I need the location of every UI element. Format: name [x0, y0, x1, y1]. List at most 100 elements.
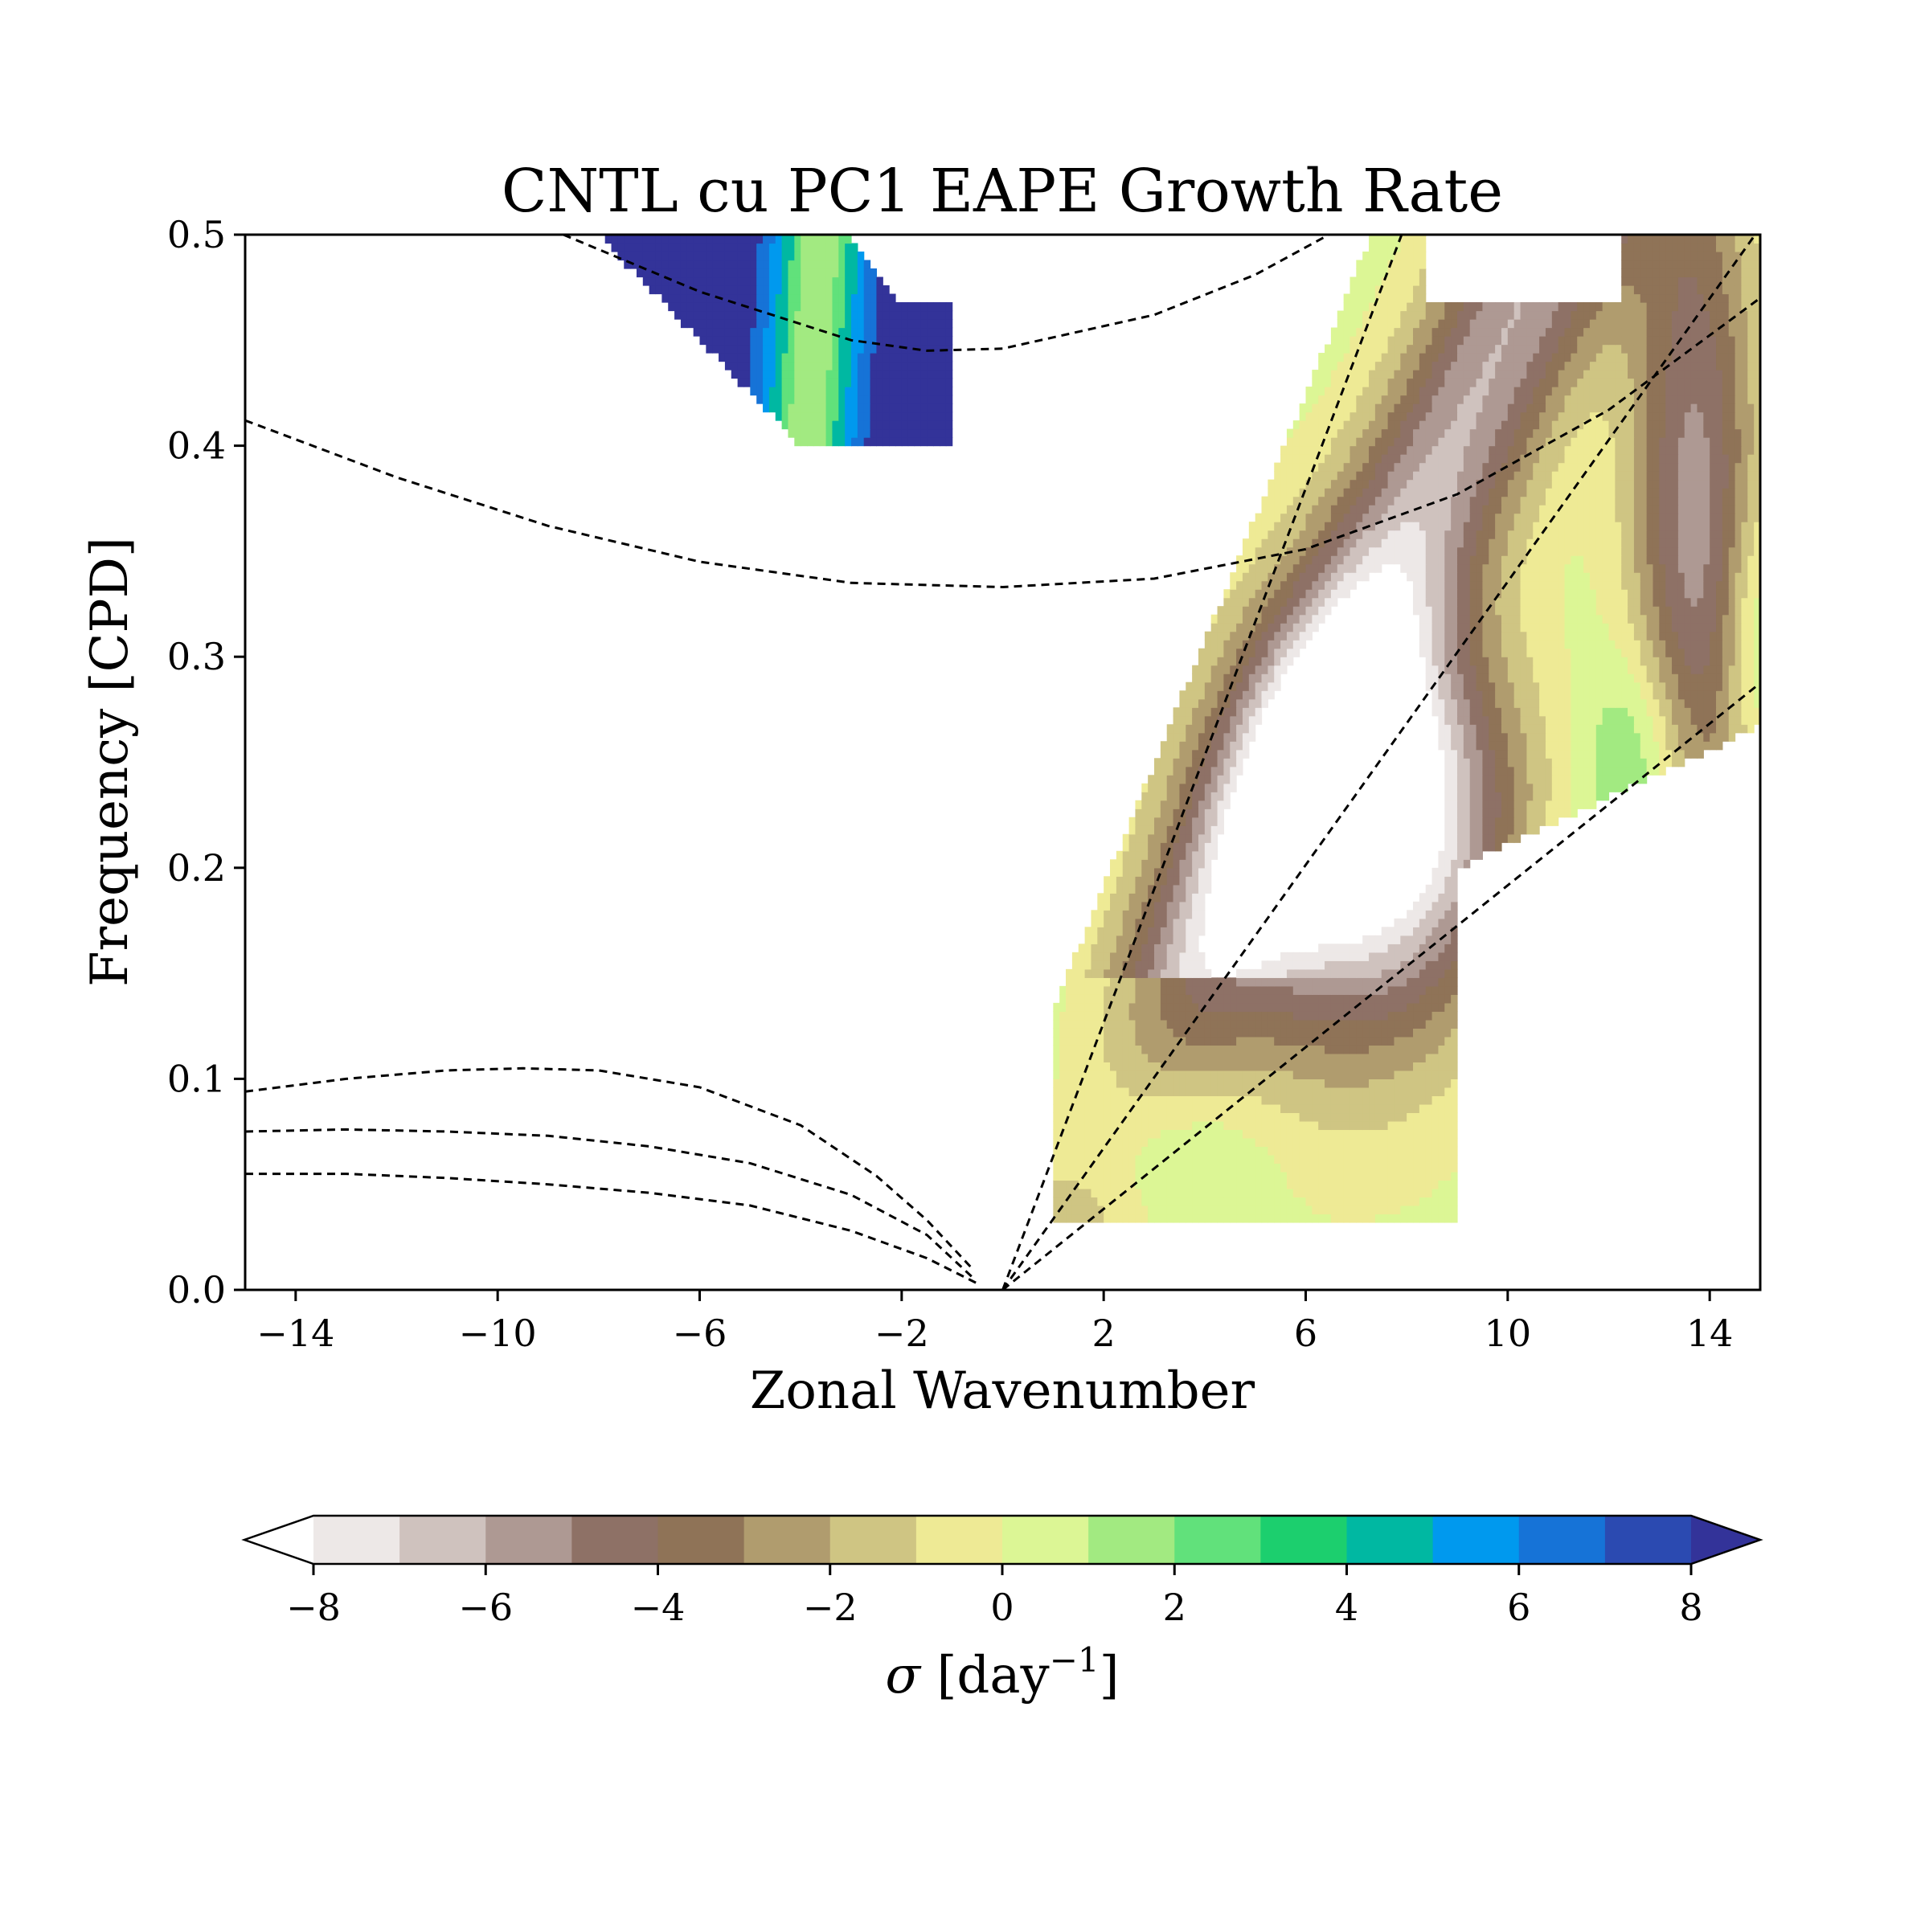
contour-cell [1280, 580, 1288, 590]
contour-cell [1571, 724, 1578, 734]
contour-cell [1236, 606, 1243, 616]
contour-cell [1501, 606, 1509, 616]
contour-cell [1268, 690, 1275, 700]
contour-cell [1154, 943, 1161, 953]
contour-cell [1463, 766, 1471, 776]
contour-cell [1482, 833, 1489, 843]
contour-cell [1507, 631, 1515, 641]
contour-cell [1268, 977, 1275, 987]
contour-cell [1438, 850, 1445, 860]
contour-cell [1230, 1188, 1237, 1198]
contour-cell [1419, 513, 1427, 522]
contour-cell [1703, 496, 1710, 506]
contour-cell [1110, 1146, 1117, 1156]
contour-cell [1640, 555, 1648, 565]
contour-cell [1407, 1120, 1414, 1131]
contour-cell [1476, 563, 1484, 573]
contour-cell [1489, 580, 1496, 590]
contour-cell [1066, 1103, 1073, 1114]
contour-cell [1551, 580, 1559, 590]
contour-cell [1451, 1053, 1458, 1062]
contour-cell [1633, 614, 1641, 624]
contour-cell [1513, 698, 1521, 708]
contour-cell [1394, 1154, 1401, 1165]
contour-cell [1425, 640, 1433, 649]
contour-cell [1621, 538, 1628, 548]
contour-cell [1305, 606, 1313, 616]
contour-cell [1697, 522, 1704, 531]
contour-cell [1299, 1180, 1307, 1189]
contour-cell [1097, 1053, 1104, 1062]
contour-cell [1444, 707, 1452, 717]
contour-cell [1413, 1087, 1420, 1096]
contour-cell [1223, 715, 1231, 725]
contour-cell [1349, 513, 1357, 522]
contour-cell [1602, 715, 1610, 725]
contour-cell [1204, 867, 1212, 877]
contour-cell [1633, 505, 1641, 514]
contour-cell [1204, 732, 1212, 742]
contour-cell [1204, 648, 1212, 657]
contour-cell [1628, 505, 1635, 514]
contour-cell [1703, 530, 1710, 539]
contour-cell [1646, 640, 1654, 649]
contour-cell [1312, 572, 1319, 582]
contour-cell [1583, 640, 1591, 649]
contour-cell [1166, 1045, 1174, 1054]
contour-cell [1292, 1070, 1300, 1079]
contour-cell [1173, 884, 1181, 894]
contour-cell [1198, 665, 1206, 674]
contour-cell [1457, 758, 1464, 767]
contour-cell [1469, 673, 1477, 683]
contour-cell [1577, 631, 1584, 641]
contour-cell [1330, 496, 1338, 506]
contour-cell [1084, 1180, 1092, 1189]
contour-cell [1407, 968, 1414, 978]
contour-cell [1330, 1163, 1338, 1173]
contour-cell [1173, 893, 1181, 903]
contour-cell [1362, 1011, 1370, 1021]
contour-cell [1628, 572, 1635, 582]
contour-cell [1091, 1112, 1098, 1122]
contour-cell [1362, 1163, 1370, 1173]
contour-cell [1608, 623, 1616, 632]
contour-cell [1633, 572, 1641, 582]
contour-cell [1507, 690, 1515, 700]
contour-cell [1628, 698, 1635, 708]
contour-cell [1444, 572, 1452, 582]
contour-cell [1451, 715, 1458, 725]
contour-cell [1444, 1180, 1452, 1189]
contour-cell [1381, 960, 1389, 970]
contour-cell [1230, 1112, 1237, 1122]
contour-cell [1325, 563, 1332, 573]
contour-cell [1091, 1146, 1098, 1156]
contour-cell [1141, 783, 1149, 792]
contour-cell [1451, 850, 1458, 860]
contour-cell [1734, 580, 1743, 590]
contour-cell [1217, 792, 1224, 801]
contour-cell [1210, 775, 1218, 784]
contour-cell [1589, 741, 1597, 751]
contour-cell [1413, 496, 1420, 506]
contour-cell [1286, 530, 1294, 539]
contour-cell [1104, 1002, 1111, 1012]
contour-cell [1489, 623, 1496, 632]
contour-cell [1754, 682, 1760, 691]
contour-cell [1413, 580, 1420, 590]
contour-cell [1362, 1053, 1370, 1062]
contour-cell [1419, 1154, 1427, 1165]
contour-cell [1583, 606, 1591, 616]
contour-cell [1734, 513, 1743, 522]
contour-cell [1198, 1129, 1206, 1139]
contour-cell [1381, 1129, 1389, 1139]
contour-cell [1141, 833, 1149, 843]
contour-cell [1489, 538, 1496, 548]
contour-cell [1135, 1188, 1142, 1198]
contour-cell [1476, 792, 1484, 801]
contour-cell [1628, 640, 1635, 649]
contour-cell [1413, 1062, 1420, 1071]
contour-cell [1104, 1214, 1111, 1223]
contour-cell [1747, 623, 1755, 632]
contour-cell [1539, 631, 1546, 641]
contour-cell [1097, 1129, 1104, 1139]
